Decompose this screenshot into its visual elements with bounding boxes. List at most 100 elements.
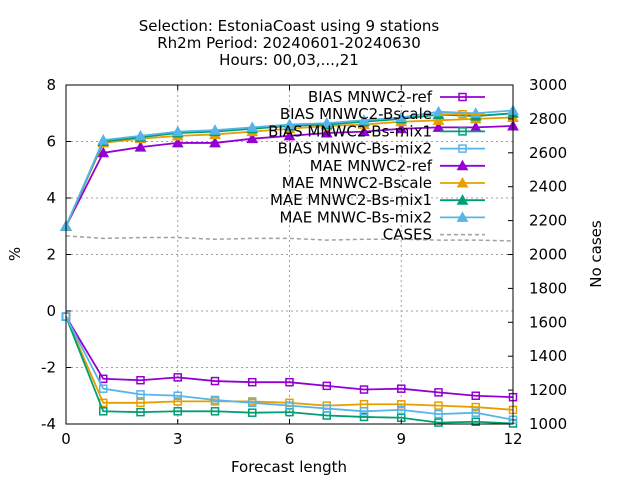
- series-bias-mnwc2-bscale: [61, 312, 518, 415]
- data-point: [432, 114, 445, 125]
- data-point: [209, 124, 221, 135]
- data-point: [322, 381, 331, 391]
- series-mae-mnwc2-ref: [60, 119, 519, 231]
- legend-label: BIAS MNWC-Bs-mix2: [278, 140, 432, 158]
- data-point: [134, 141, 147, 152]
- y-tick-label: 0: [46, 302, 56, 320]
- y2-tick-label: 2800: [529, 110, 567, 128]
- data-point: [397, 384, 406, 393]
- data-point: [471, 417, 480, 426]
- y2-tick-label: 1000: [529, 415, 567, 433]
- data-point: [210, 395, 220, 405]
- x-axis-label: Forecast length: [231, 458, 347, 476]
- data-point: [171, 125, 184, 137]
- series-line: [65, 235, 514, 242]
- data-point: [173, 373, 182, 382]
- data-point: [136, 390, 145, 399]
- legend-label: MAE MNWC2-Bscale: [282, 174, 432, 192]
- data-point: [434, 401, 443, 410]
- data-point: [285, 377, 294, 387]
- legend-label: CASES: [383, 226, 432, 244]
- series-line: [65, 316, 514, 399]
- y2-tick-label: 1800: [529, 279, 567, 297]
- data-point: [171, 136, 184, 148]
- data-point: [359, 412, 369, 422]
- data-point: [395, 122, 408, 134]
- data-point: [471, 402, 480, 412]
- data-point: [210, 376, 220, 386]
- series-layer: [60, 104, 519, 428]
- data-point: [134, 129, 147, 141]
- y2-tick-label: 1400: [529, 347, 567, 365]
- data-point: [210, 407, 220, 416]
- data-point: [136, 398, 145, 408]
- legend-label: MAE MNWC2-Bs-mix1: [270, 191, 432, 209]
- data-point: [283, 129, 296, 141]
- x-tick-label: 3: [173, 430, 183, 448]
- legend-item-bias-mnwc2-bscale: BIAS MNWC2-Bscale: [280, 105, 485, 123]
- data-point: [99, 407, 108, 416]
- legend-item-mae-mnwc2-bscale: MAE MNWC2-Bscale: [282, 174, 485, 192]
- y2-tick-label: 1600: [529, 313, 567, 331]
- series-bias-mnwc2-bs-mix1: [61, 312, 518, 428]
- data-point: [173, 397, 182, 406]
- y2-tick-label: 2600: [529, 144, 567, 162]
- legend-label: MAE MNWC-Bs-mix2: [279, 208, 432, 226]
- data-point: [97, 146, 110, 158]
- y2-tick-label: 2000: [529, 246, 567, 264]
- legend-marker: [456, 194, 469, 205]
- y-tick-label: -2: [41, 359, 56, 377]
- data-point: [99, 384, 108, 393]
- series-cases: [65, 235, 514, 242]
- y-tick-label: 2: [46, 246, 56, 264]
- data-point: [397, 399, 406, 409]
- legend-marker: [456, 176, 469, 188]
- series-bias-mnwc2-ref: [61, 312, 518, 402]
- data-point: [246, 132, 259, 144]
- data-point: [246, 121, 259, 132]
- data-point: [432, 121, 445, 132]
- legend-label: MAE MNWC2-ref: [310, 157, 433, 175]
- legend-item-bias-mnwc2-bs-mix1: BIAS MNWC2-Bs-mix1: [268, 122, 485, 140]
- legend-item-mae-mnwc2-bs-mix1: MAE MNWC2-Bs-mix1: [270, 191, 485, 209]
- legend-item-bias-mnwc2-ref: BIAS MNWC2-ref: [308, 88, 485, 106]
- y-tick-label: 4: [46, 189, 56, 207]
- x-tick-label: 9: [396, 430, 406, 448]
- data-point: [99, 374, 108, 384]
- legend-marker: [458, 144, 467, 153]
- legend-marker: [458, 127, 467, 136]
- legend-item-mae-mnwc2-ref: MAE MNWC2-ref: [310, 157, 485, 175]
- data-point: [320, 117, 333, 128]
- data-point: [471, 391, 480, 400]
- legend-item-bias-mnwc-bs-mix2: BIAS MNWC-Bs-mix2: [278, 140, 485, 158]
- data-point: [434, 388, 443, 397]
- x-tick-label: 0: [61, 430, 71, 448]
- y-axis-label: %: [6, 247, 24, 261]
- data-point: [471, 408, 480, 417]
- x-tick-label: 12: [503, 430, 522, 448]
- legend-label: BIAS MNWC2-ref: [308, 88, 433, 106]
- y2-tick-label: 2400: [529, 178, 567, 196]
- data-point: [285, 401, 294, 410]
- data-point: [434, 418, 443, 427]
- legend-item-cases: CASES: [383, 226, 485, 244]
- legend-label: BIAS MNWC2-Bs-mix1: [268, 122, 432, 140]
- cases-series-layer: [65, 235, 514, 242]
- data-point: [320, 126, 333, 138]
- data-point: [434, 409, 443, 419]
- data-point: [173, 391, 182, 400]
- data-point: [359, 385, 369, 394]
- y2-axis-label: No cases: [587, 220, 605, 288]
- data-point: [248, 398, 257, 408]
- data-point: [248, 377, 257, 387]
- tick-labels: 0 3 6 9 12 -4 -2 0 2 4 6 8 1000 1200 1400 1600 1800 2000 2…: [41, 76, 567, 448]
- data-point: [359, 407, 369, 416]
- legend-marker: [458, 109, 467, 119]
- data-point: [136, 375, 145, 385]
- chart-title-line1: Selection: EstoniaCoast using 9 stations: [139, 17, 440, 35]
- y-tick-label: 8: [46, 76, 56, 94]
- data-point: [248, 408, 257, 417]
- legend-marker: [458, 92, 467, 102]
- y2-tick-label: 3000: [529, 76, 567, 94]
